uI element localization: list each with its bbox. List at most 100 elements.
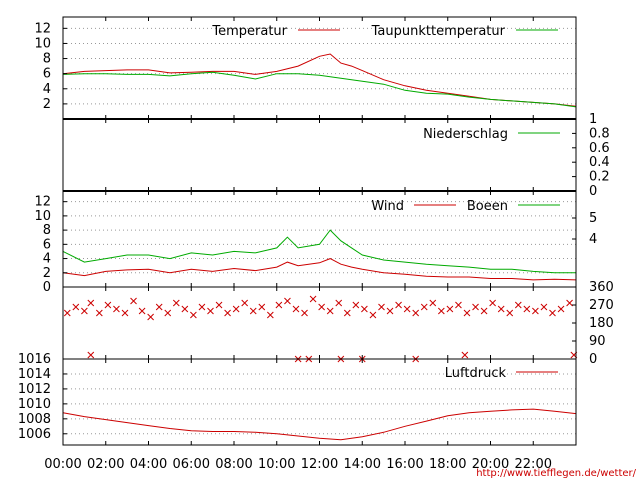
y-tick-label: 4	[43, 82, 51, 97]
y-tick-label: 1012	[18, 382, 51, 397]
credit-link[interactable]: http://www.tiefflegen.de/wetter/	[476, 468, 636, 479]
x-tick-label: 16:00	[386, 457, 423, 472]
x-tick-label: 08:00	[215, 457, 252, 472]
data-point	[121, 309, 129, 317]
y-tick-label: 4	[43, 252, 51, 267]
data-point	[532, 307, 539, 315]
y-tick-label: 8	[43, 52, 51, 67]
x-tick-label: 00:00	[44, 457, 81, 472]
x-tick-label: 22:00	[515, 457, 552, 472]
data-point	[429, 299, 437, 307]
data-point	[386, 307, 394, 315]
y-tick-label-right: 0	[589, 184, 597, 199]
data-point	[506, 309, 514, 317]
legend-label: Luftdruck	[445, 366, 507, 381]
y-tick-label-right: 0.4	[589, 155, 610, 170]
data-point	[378, 303, 385, 311]
y-tick-label-right: 270	[589, 298, 614, 313]
x-tick-label: 06:00	[173, 457, 210, 472]
data-point	[369, 311, 377, 319]
data-point	[130, 297, 137, 305]
data-point	[437, 307, 445, 315]
data-point	[549, 309, 556, 317]
data-point	[138, 307, 146, 315]
data-point	[497, 305, 505, 313]
y-tick-label-right: 0.2	[589, 170, 610, 185]
panel-frame	[62, 286, 577, 360]
data-point	[266, 311, 274, 319]
data-point	[215, 301, 223, 309]
data-point	[420, 303, 428, 311]
data-point	[95, 309, 103, 317]
data-point	[181, 305, 189, 313]
data-point	[72, 303, 80, 311]
x-tick-label: 12:00	[301, 457, 338, 472]
data-point	[63, 309, 71, 317]
data-point	[566, 299, 573, 307]
data-point	[309, 295, 317, 303]
data-point	[557, 305, 565, 313]
data-point	[472, 303, 479, 311]
legend-label: Temperatur	[211, 24, 287, 39]
x-tick-label: 04:00	[130, 457, 167, 472]
data-point	[335, 299, 343, 307]
series-line	[62, 408, 577, 441]
y-tick-label: 2	[43, 97, 51, 112]
series-line	[62, 71, 577, 108]
data-point	[489, 299, 496, 307]
data-point	[258, 303, 266, 311]
y-tick-label-right: 5	[589, 211, 597, 226]
data-point	[224, 309, 231, 317]
series-line	[62, 258, 577, 281]
y-tick-label: 1016	[18, 352, 51, 367]
data-point	[403, 305, 411, 313]
data-point	[164, 309, 172, 317]
y-tick-label: 8	[43, 223, 51, 238]
series-line	[62, 229, 576, 274]
data-point	[540, 303, 548, 311]
data-point	[87, 299, 95, 307]
legend-label: Boeen	[467, 199, 508, 214]
y-tick-label: 2	[43, 266, 51, 281]
y-tick-label-right: 180	[589, 316, 614, 331]
x-tick-label: 14:00	[344, 457, 381, 472]
data-point	[190, 311, 197, 319]
data-point	[104, 301, 112, 309]
data-point	[81, 307, 88, 315]
x-tick-label: 02:00	[87, 457, 124, 472]
y-tick-label: 12	[34, 195, 51, 210]
y-tick-label-right: 0.6	[589, 141, 610, 156]
y-tick-label: 1008	[18, 412, 51, 427]
y-tick-label: 6	[43, 67, 51, 82]
y-tick-label: 12	[34, 21, 51, 36]
y-tick-label: 1010	[18, 397, 51, 412]
y-tick-label: 10	[34, 209, 51, 224]
y-tick-label-right: 0.8	[589, 126, 610, 141]
data-point	[455, 301, 462, 309]
data-point	[232, 305, 240, 313]
data-point	[446, 305, 454, 313]
y-tick-label: 1014	[18, 367, 51, 382]
y-tick-label-right: 1	[589, 112, 597, 127]
legend-label: Taupunkttemperatur	[371, 24, 506, 39]
data-point	[249, 307, 257, 315]
y-tick-label: 0	[43, 280, 51, 295]
series-line	[62, 53, 577, 107]
legend-label: Niederschlag	[423, 127, 508, 142]
data-point	[284, 297, 291, 305]
x-tick-label: 10:00	[258, 457, 295, 472]
data-point	[155, 303, 163, 311]
y-tick-label: 1006	[18, 427, 51, 442]
y-tick-label-right: 90	[589, 334, 606, 349]
data-point	[352, 301, 360, 309]
data-point	[87, 351, 95, 359]
data-point	[113, 305, 120, 313]
data-point	[463, 309, 471, 317]
data-point	[318, 303, 325, 311]
data-point	[480, 307, 488, 315]
data-point	[523, 305, 531, 313]
data-point	[361, 305, 368, 313]
data-point	[198, 303, 206, 311]
y-tick-label: 6	[43, 237, 51, 252]
